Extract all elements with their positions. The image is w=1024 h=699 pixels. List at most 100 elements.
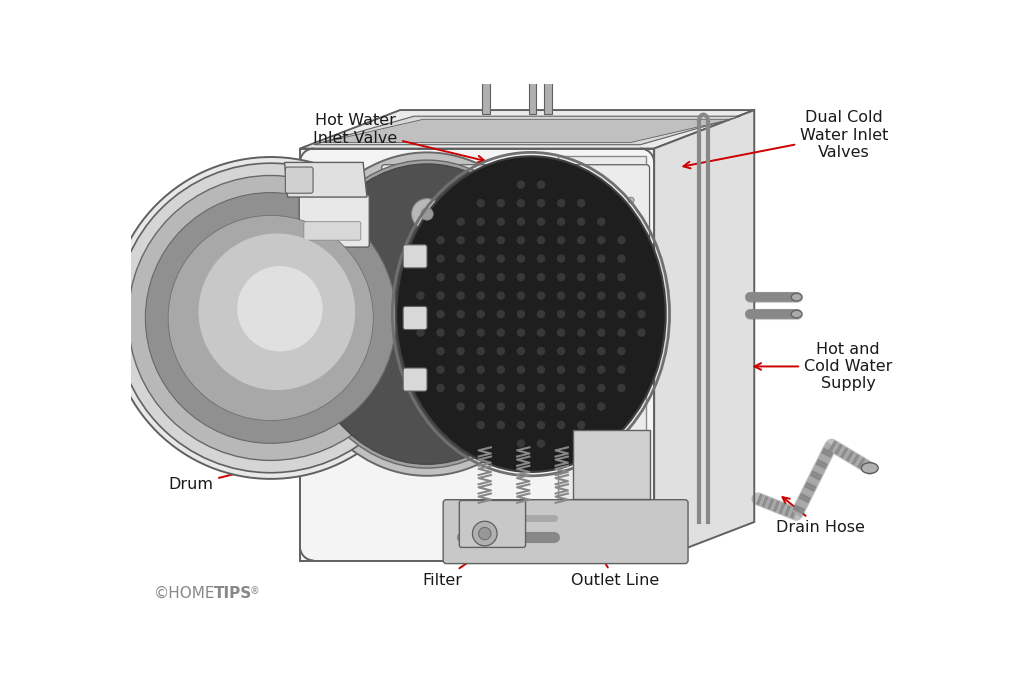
Circle shape — [497, 366, 505, 374]
Circle shape — [497, 217, 505, 226]
Circle shape — [476, 217, 485, 226]
FancyBboxPatch shape — [300, 149, 654, 561]
Circle shape — [577, 273, 586, 282]
Circle shape — [577, 291, 586, 300]
Circle shape — [577, 310, 586, 318]
Text: Detergent
Drawer: Detergent Drawer — [189, 248, 342, 280]
Bar — [482, 75, 490, 114]
Circle shape — [436, 273, 444, 282]
Polygon shape — [323, 120, 731, 143]
Circle shape — [537, 310, 545, 318]
Circle shape — [476, 403, 485, 411]
Circle shape — [597, 236, 605, 245]
Text: ®: ® — [250, 586, 260, 596]
Circle shape — [557, 347, 565, 355]
FancyBboxPatch shape — [403, 245, 427, 268]
Text: TIPS: TIPS — [214, 586, 252, 600]
Circle shape — [617, 273, 626, 282]
FancyBboxPatch shape — [403, 368, 427, 391]
Circle shape — [537, 439, 545, 448]
Circle shape — [517, 421, 525, 429]
Circle shape — [476, 421, 485, 429]
Text: Hot Water
Inlet Valve: Hot Water Inlet Valve — [313, 113, 484, 162]
Ellipse shape — [481, 73, 492, 78]
Circle shape — [557, 291, 565, 300]
Circle shape — [577, 403, 586, 411]
Text: Door: Door — [168, 370, 246, 384]
Circle shape — [597, 197, 603, 203]
Circle shape — [537, 384, 545, 392]
Circle shape — [416, 310, 425, 318]
Circle shape — [517, 291, 525, 300]
Circle shape — [557, 199, 565, 208]
Circle shape — [517, 439, 525, 448]
Circle shape — [610, 212, 621, 223]
Circle shape — [497, 403, 505, 411]
Circle shape — [457, 329, 465, 337]
Circle shape — [476, 273, 485, 282]
Circle shape — [145, 193, 396, 443]
Circle shape — [457, 273, 465, 282]
Circle shape — [617, 347, 626, 355]
Circle shape — [497, 254, 505, 263]
Circle shape — [637, 329, 646, 337]
Circle shape — [436, 310, 444, 318]
Circle shape — [517, 403, 525, 411]
Circle shape — [557, 273, 565, 282]
FancyBboxPatch shape — [467, 196, 564, 236]
Circle shape — [116, 163, 425, 473]
Circle shape — [617, 310, 626, 318]
Circle shape — [597, 329, 605, 337]
Circle shape — [517, 384, 525, 392]
Circle shape — [476, 291, 485, 300]
Ellipse shape — [396, 157, 666, 472]
Ellipse shape — [300, 164, 554, 464]
Circle shape — [476, 329, 485, 337]
Text: Drum: Drum — [168, 447, 337, 492]
Text: Dual Cold
Water Inlet
Valves: Dual Cold Water Inlet Valves — [683, 110, 889, 168]
Circle shape — [617, 236, 626, 245]
Circle shape — [597, 347, 605, 355]
FancyBboxPatch shape — [460, 500, 525, 547]
Circle shape — [517, 366, 525, 374]
Circle shape — [421, 208, 433, 220]
Circle shape — [199, 233, 355, 390]
Circle shape — [457, 310, 465, 318]
Circle shape — [436, 236, 444, 245]
Circle shape — [436, 291, 444, 300]
Circle shape — [478, 528, 490, 540]
Circle shape — [577, 199, 586, 208]
FancyBboxPatch shape — [403, 306, 427, 329]
Circle shape — [110, 157, 432, 479]
Circle shape — [557, 366, 565, 374]
Circle shape — [557, 421, 565, 429]
Circle shape — [476, 366, 485, 374]
Circle shape — [517, 236, 525, 245]
Polygon shape — [285, 162, 367, 197]
FancyBboxPatch shape — [286, 167, 313, 193]
Circle shape — [436, 329, 444, 337]
Circle shape — [476, 384, 485, 392]
Circle shape — [517, 254, 525, 263]
Ellipse shape — [792, 294, 802, 301]
Circle shape — [577, 236, 586, 245]
Text: Drain Hose: Drain Hose — [776, 497, 865, 535]
Circle shape — [637, 310, 646, 318]
Circle shape — [557, 236, 565, 245]
Circle shape — [537, 236, 545, 245]
Circle shape — [168, 215, 374, 421]
Circle shape — [557, 384, 565, 392]
Circle shape — [416, 291, 425, 300]
Circle shape — [612, 197, 618, 203]
Text: ©HOME: ©HOME — [154, 586, 215, 600]
Circle shape — [238, 266, 323, 352]
Circle shape — [537, 254, 545, 263]
Circle shape — [472, 521, 497, 546]
Circle shape — [557, 403, 565, 411]
FancyBboxPatch shape — [382, 165, 649, 264]
Circle shape — [577, 366, 586, 374]
Circle shape — [617, 291, 626, 300]
Circle shape — [476, 254, 485, 263]
Circle shape — [557, 329, 565, 337]
Circle shape — [517, 329, 525, 337]
